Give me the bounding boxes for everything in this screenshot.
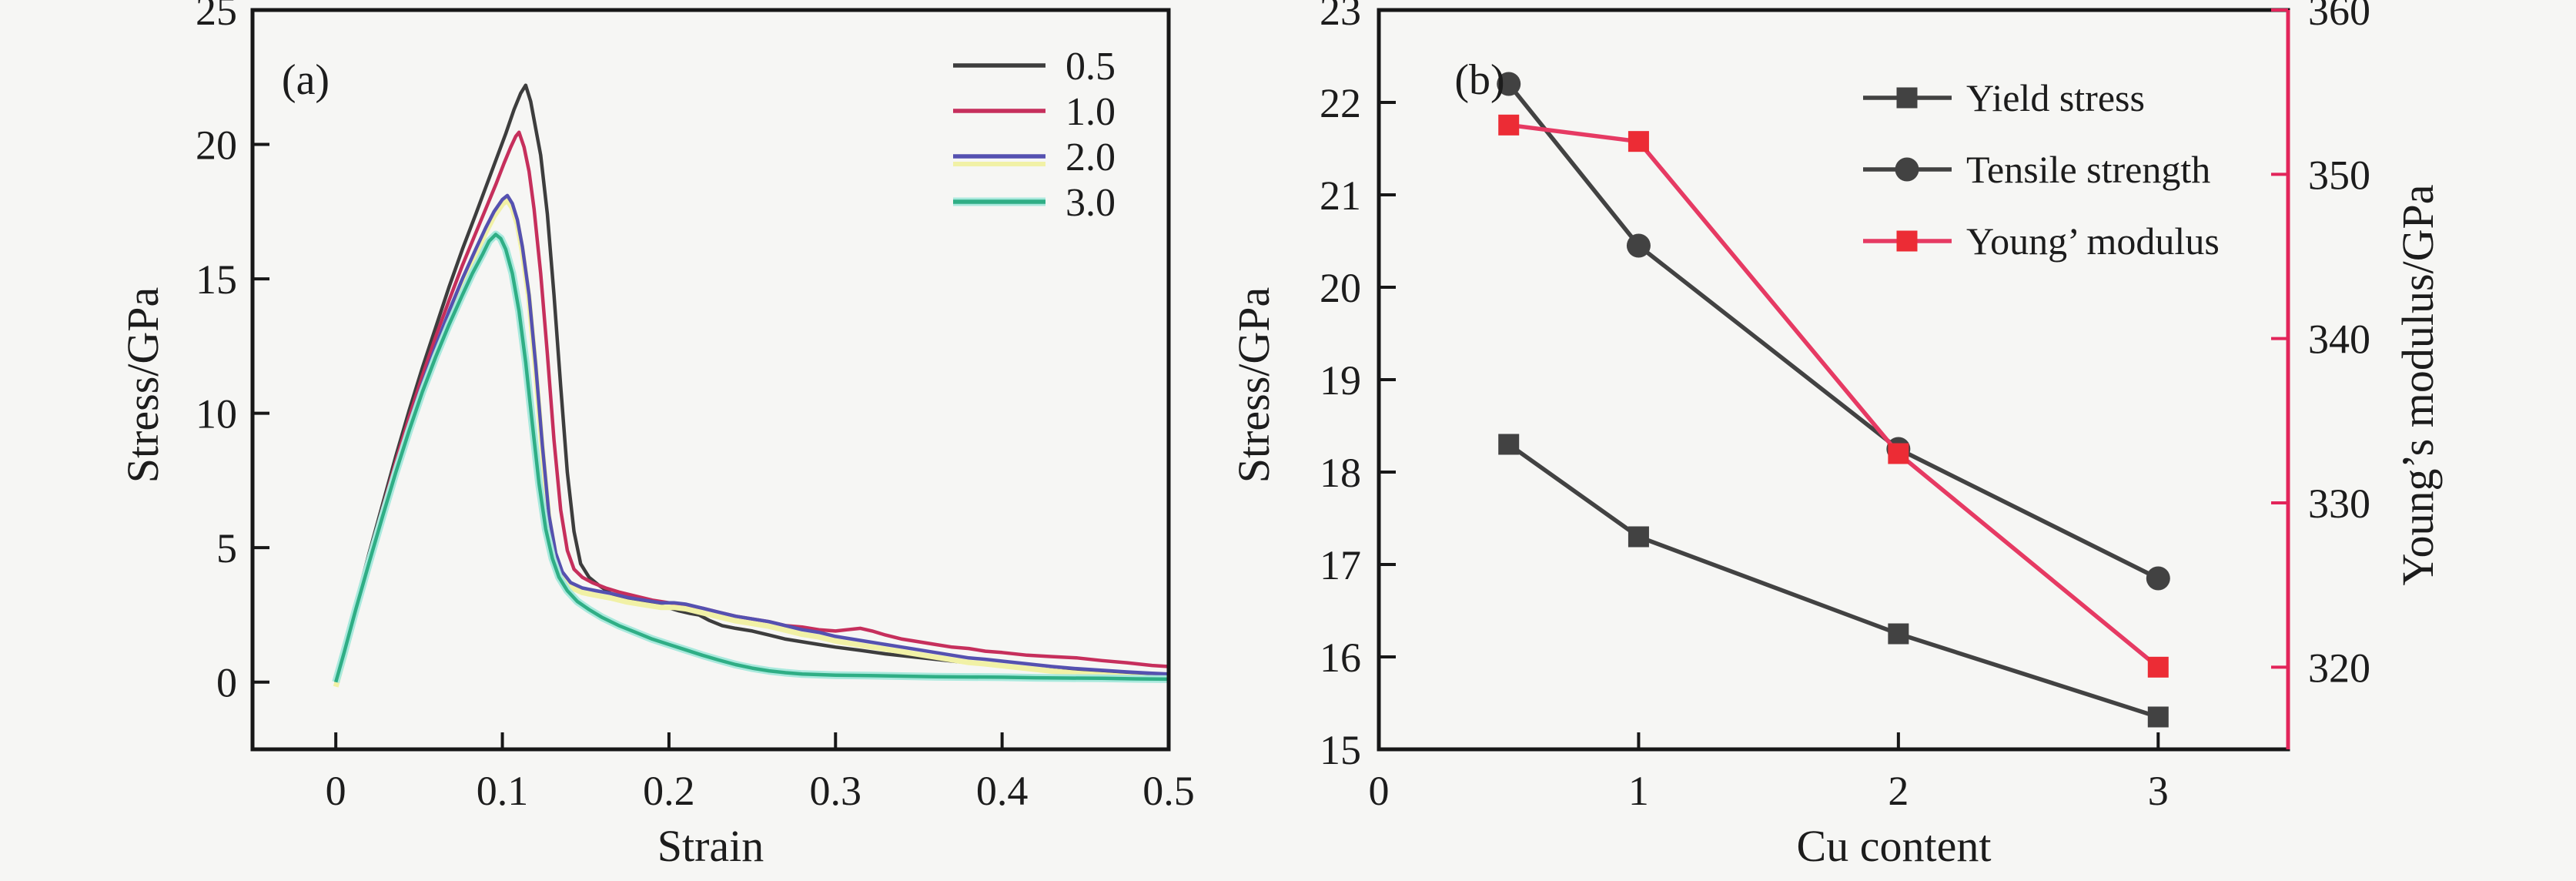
marker-Yield stress — [1498, 434, 1520, 455]
panel-b-left-ytick-label: 15 — [1320, 727, 1361, 773]
panel-b-xtick-label: 0 — [1369, 768, 1390, 814]
legend-a-row-0.5: 0.5 — [953, 45, 1116, 89]
panel-a-yaxis-title: Stress/GPa — [118, 287, 168, 484]
curve-2.0 — [334, 193, 1169, 683]
panel-b-xtick-label: 1 — [1628, 768, 1649, 814]
line-Yield stress — [1507, 442, 2159, 719]
panel-a-xtick-label: 0.5 — [1142, 768, 1195, 814]
marker-Tensile strength — [2146, 566, 2170, 591]
legend-a-row-3.0: 3.0 — [953, 181, 1116, 225]
panel-a-xtick-label: 0.1 — [477, 768, 529, 814]
panel-a-ytick-label: 10 — [196, 391, 237, 437]
panel-b-left-ytick-label: 23 — [1320, 0, 1361, 34]
legend-b-marker-swatch — [1896, 87, 1918, 109]
legend-b-row-Young’ modulus: Young’ modulus — [1863, 219, 2220, 263]
panel-a-ytick-label: 20 — [196, 122, 237, 169]
panel-a-ytick-label: 5 — [216, 525, 237, 571]
panel-b-right-ytick-label: 320 — [2308, 645, 2370, 691]
panel-b-left-ytick-label: 16 — [1320, 635, 1361, 681]
panel-a-series — [332, 83, 1169, 688]
panel-b-right-ytick-label: 360 — [2308, 0, 2370, 34]
legend-a-row-2.0: 2.0 — [953, 136, 1116, 179]
legend-a-label: 1.0 — [1066, 90, 1116, 134]
panel-b-right-ytick-label: 340 — [2308, 317, 2370, 363]
legend-a-label: 0.5 — [1066, 45, 1116, 89]
legend-b-marker-swatch — [1895, 157, 1919, 182]
marker-Young’ modulus — [1888, 443, 1909, 464]
legend-b-label: Yield stress — [1966, 76, 2145, 119]
panel-b-left-ytick-label: 17 — [1320, 542, 1361, 588]
panel-a: 0 0.1 0.2 0.3 0.4 0.5 0 5 10 15 20 25 (a) Strain St… — [118, 0, 1195, 871]
marker-Young’ modulus — [1628, 131, 1649, 152]
panel-b-letter: (b) — [1454, 56, 1504, 104]
panel-a-xtick-label: 0.4 — [976, 768, 1029, 814]
panel-b-right-ytick-label: 350 — [2308, 152, 2370, 198]
panel-b-ticks — [1377, 8, 2288, 751]
marker-Yield stress — [1888, 623, 1909, 645]
line-Tensile strength — [1507, 82, 2159, 581]
panel-a-ticks — [253, 8, 1170, 749]
panel-a-xtick-label: 0.2 — [643, 768, 695, 814]
panel-b-left-yaxis-title: Stress/GPa — [1229, 287, 1279, 484]
panel-a-xtick-label: 0 — [326, 768, 346, 814]
legend-a-row-1.0: 1.0 — [953, 90, 1116, 134]
legend-b-label: Tensile strength — [1966, 148, 2210, 191]
curve-0.5 — [334, 83, 1169, 683]
legend-b-row-Yield stress: Yield stress — [1863, 76, 2145, 119]
panel-b-xaxis-title: Cu content — [1797, 821, 1992, 871]
panel-b-xtick-label: 2 — [1888, 768, 1909, 814]
legend-b-row-Tensile strength: Tensile strength — [1863, 148, 2210, 191]
panel-a-ytick-label: 25 — [196, 0, 237, 34]
panel-b-left-ytick-label: 18 — [1320, 450, 1361, 496]
marker-Tensile strength — [1497, 72, 1521, 96]
panel-b-left-ytick-label: 19 — [1320, 357, 1361, 404]
curve-halo-2.0 — [333, 197, 1169, 688]
marker-Yield stress — [2147, 706, 2169, 728]
panel-a-legend: 0.51.02.03.0 — [953, 45, 1116, 225]
panel-b-xtick-label: 3 — [2148, 768, 2169, 814]
panel-a-xtick-label: 0.3 — [810, 768, 862, 814]
panel-a-tick-labels: 0 0.1 0.2 0.3 0.4 0.5 0 5 10 15 20 25 — [196, 0, 1195, 814]
legend-a-label: 3.0 — [1066, 181, 1116, 225]
panel-a-ytick-label: 0 — [216, 660, 237, 706]
curve-3.0 — [334, 233, 1169, 683]
marker-Young’ modulus — [1498, 114, 1520, 136]
marker-Yield stress — [1628, 526, 1649, 548]
panel-a-xaxis-title: Strain — [657, 821, 764, 871]
panel-a-letter: (a) — [282, 56, 330, 104]
panel-b-left-ytick-label: 22 — [1320, 80, 1361, 126]
panel-a-plot-box — [250, 8, 1171, 752]
panel-b-legend: Yield stress Tensile strength Young’ modul… — [1863, 76, 2220, 263]
panel-b-left-ytick-label: 21 — [1320, 173, 1361, 219]
legend-a-label: 2.0 — [1066, 136, 1116, 179]
panel-b-series — [1497, 72, 2170, 728]
curve-1.0 — [334, 130, 1169, 683]
panel-b-right-ytick-label: 330 — [2308, 481, 2370, 527]
legend-b-label: Young’ modulus — [1966, 219, 2220, 263]
marker-Tensile strength — [1626, 233, 1651, 258]
marker-Young’ modulus — [2147, 656, 2169, 678]
line-Young’ modulus — [1508, 122, 2160, 669]
panel-a-ytick-label: 15 — [196, 256, 237, 303]
panel-b-left-ytick-label: 20 — [1320, 265, 1361, 311]
panel-b-right-yaxis-title: Young’s modulus/GPa — [2393, 184, 2443, 585]
legend-b-marker-swatch — [1896, 230, 1918, 252]
